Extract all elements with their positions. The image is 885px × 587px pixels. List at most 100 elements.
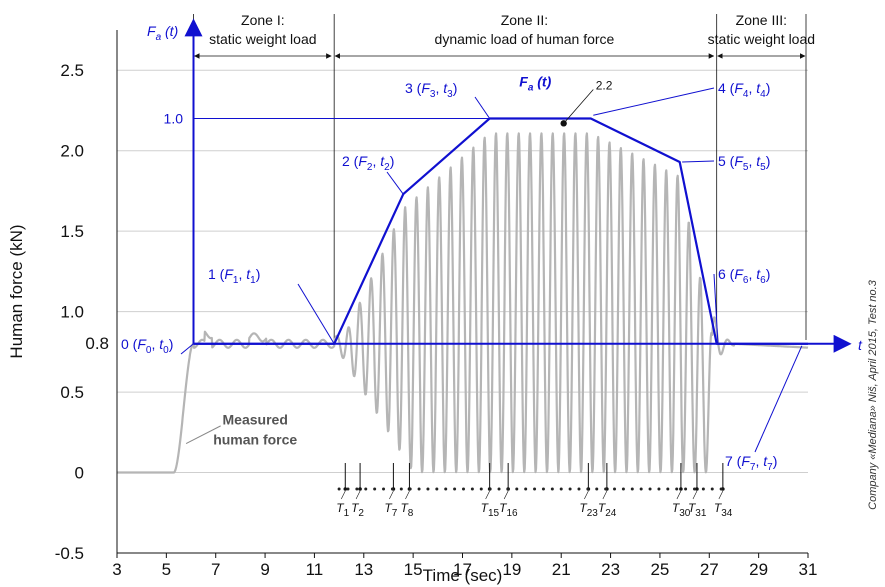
x-tick-label-17: 17: [453, 560, 472, 579]
measured-label-leader: [185, 425, 221, 445]
period-dot-fill: [613, 487, 617, 491]
peak-leader: [563, 89, 594, 124]
x-axis-title: Time (sec): [423, 566, 503, 585]
period-dot-fill: [453, 487, 457, 491]
period-dot-fill: [506, 487, 510, 491]
measured-force-line: [116, 132, 809, 474]
zone-subtitle-3: static weight load: [708, 31, 815, 47]
y-axis-title: Human force (kN): [7, 224, 26, 358]
period-leader-16: [503, 490, 509, 500]
period-label-23: T23: [579, 501, 598, 519]
point-label-text-4: 4 (F4, t4): [718, 80, 770, 100]
period-leader-24: [602, 490, 608, 500]
x-tick-label-15: 15: [404, 560, 423, 579]
period-dot-31: [695, 487, 699, 491]
x-tick-label-23: 23: [601, 560, 620, 579]
period-label-34: T34: [714, 501, 733, 519]
period-dot-fill: [586, 487, 590, 491]
period-dot-fill: [373, 487, 377, 491]
period-leader-7: [389, 490, 394, 500]
y-tick-label-1.5: 1.5: [60, 222, 84, 241]
period-dot-fill: [568, 487, 572, 491]
period-dot-fill: [550, 487, 554, 491]
point-label-4: 4 (F4, t4): [593, 80, 770, 116]
model-force-series: Fa (t) t 1.0 0.8 Fa (t) 2.2: [85, 18, 863, 353]
period-dot-30: [679, 487, 683, 491]
period-dot-fill: [621, 487, 625, 491]
baseline-label: 0.8: [85, 334, 109, 353]
point-leader-1: [297, 283, 335, 345]
period-label-8: T8: [400, 501, 413, 519]
point-label-3: 3 (F3, t3): [405, 80, 491, 119]
period-leader-8: [405, 490, 410, 500]
point-label-text-1: 1 (F1, t1): [208, 266, 260, 286]
point-label-7: 7 (F7, t7): [725, 345, 803, 473]
period-dot-fill: [479, 487, 483, 491]
period-dot-fill: [533, 487, 537, 491]
period-label-30: T30: [672, 501, 691, 519]
y-tick-label--0.5: -0.5: [55, 544, 84, 563]
x-tick-label-27: 27: [700, 560, 719, 579]
point-leader-7: [754, 345, 803, 453]
point-label-5: 5 (F5, t5): [682, 153, 770, 173]
point-label-text-7: 7 (F7, t7): [725, 453, 777, 473]
point-label-text-2: 2 (F2, t2): [342, 153, 394, 173]
period-dot-fill: [639, 487, 643, 491]
period-label-15: T15: [481, 501, 500, 519]
period-dot-fill: [515, 487, 519, 491]
period-dot-fill: [408, 487, 412, 491]
period-dot-fill: [488, 487, 492, 491]
point-label-6: 6 (F6, t6): [713, 266, 770, 344]
point-leader-2: [386, 171, 404, 195]
point-leader-5: [682, 160, 715, 163]
point-label-text-6: 6 (F6, t6): [718, 266, 770, 286]
zone-title-1: Zone I:: [241, 12, 285, 28]
period-dot-fill: [390, 487, 394, 491]
zone-title-3: Zone III:: [736, 12, 787, 28]
period-leader-23: [584, 490, 589, 500]
x-tick-label-21: 21: [552, 560, 571, 579]
point-leader-3: [474, 96, 491, 119]
period-dot-fill: [364, 487, 368, 491]
point-leader-6: [713, 273, 719, 344]
period-leader-30: [676, 490, 682, 500]
point-leader-0: [180, 343, 194, 355]
period-dot-fill: [719, 487, 723, 491]
x-tick-label-19: 19: [502, 560, 521, 579]
measured-force-series: Measured human force: [116, 132, 809, 474]
period-dot-fill: [692, 487, 696, 491]
period-dot-fill: [648, 487, 652, 491]
axes: 3 5 7 9 11 13 15 17 19 21 23 25 27 29 31 -0.5 0 0.5 1.0 1.5…: [7, 30, 817, 585]
y-tick-label-2: 2.0: [60, 142, 84, 161]
period-dot-fill: [426, 487, 430, 491]
x-tick-label-31: 31: [799, 560, 818, 579]
period-leader-31: [692, 490, 698, 500]
model-force-line: [193, 117, 808, 345]
credit-text: Company «Mediana» Niš, April 2015, Test …: [867, 279, 879, 510]
inner-x-axis-label: t: [858, 337, 863, 353]
period-label-1: T1: [336, 501, 349, 519]
period-dot-1: [343, 487, 348, 491]
point-label-1: 1 (F1, t1): [208, 266, 335, 345]
period-label-16: T16: [499, 501, 518, 519]
x-tick-label-29: 29: [749, 560, 768, 579]
measured-label-line2: human force: [213, 431, 297, 447]
grid-lines: [117, 69, 808, 474]
period-dot-fill: [461, 487, 465, 491]
point-label-text-5: 5 (F5, t5): [718, 153, 770, 173]
period-leader-1: [341, 490, 346, 500]
period-dot-fill: [595, 487, 599, 491]
x-tick-label-11: 11: [306, 560, 324, 579]
period-dot-fill: [346, 487, 350, 491]
model-curve-name: Fa (t): [519, 73, 551, 93]
x-tick-label-5: 5: [162, 560, 171, 579]
period-dot-fill: [675, 487, 679, 491]
period-dot-fill: [470, 487, 474, 491]
zone-annotations: Zone I: static weight load Zone II: dynamic…: [193, 12, 815, 340]
period-dot-fill: [399, 487, 403, 491]
x-tick-label-13: 13: [354, 560, 373, 579]
zone-subtitle-1: static weight load: [209, 31, 316, 47]
period-dot-fill: [710, 487, 714, 491]
